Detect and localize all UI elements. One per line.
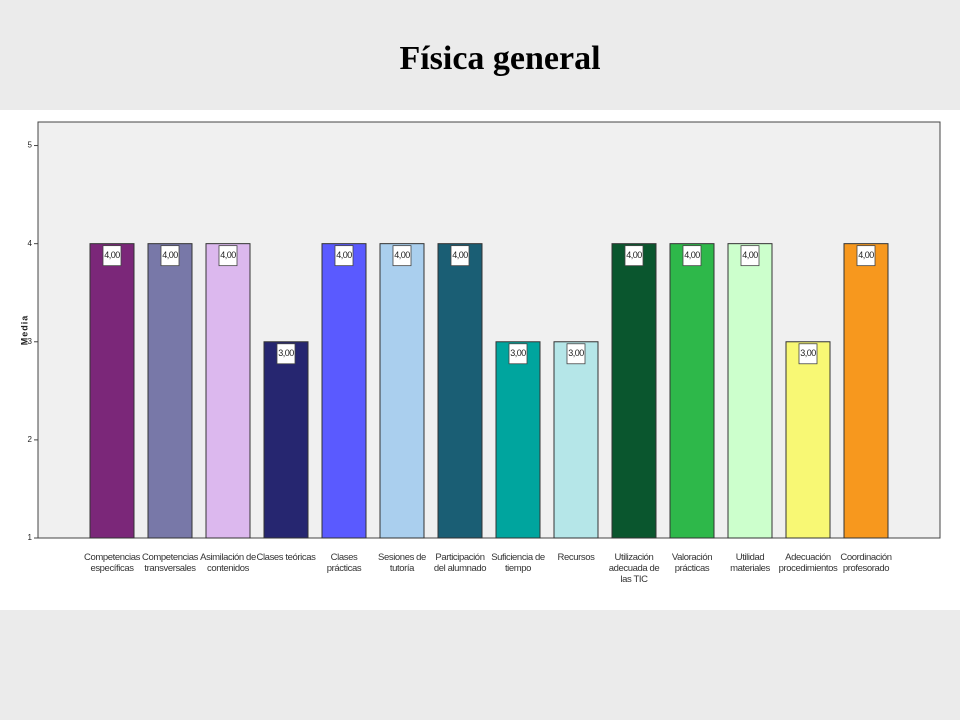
value-label: 4,00 <box>452 250 468 260</box>
bar <box>263 341 309 539</box>
bar <box>611 243 657 539</box>
x-tick-label: Participación del alumnado <box>433 552 487 574</box>
bar <box>89 243 135 539</box>
value-label-box <box>798 343 818 365</box>
y-tick-label: 3 <box>28 337 33 346</box>
y-tick-label: 5 <box>28 141 33 150</box>
x-tick-label: Suficiencia de tiempo <box>491 552 545 574</box>
value-label-box <box>334 245 354 267</box>
x-tick-label: Sesiones de tutoría <box>378 552 426 574</box>
x-tick-label: Coordinación profesorado <box>840 552 892 574</box>
value-label: 4,00 <box>220 250 236 260</box>
bar <box>147 243 193 539</box>
value-label: 4,00 <box>626 250 642 260</box>
value-label-box <box>450 245 470 267</box>
value-label-box <box>682 245 702 267</box>
value-label: 3,00 <box>800 348 816 358</box>
x-tick-label: Clases teóricas <box>256 552 316 563</box>
bar <box>379 243 425 539</box>
value-label: 4,00 <box>858 250 874 260</box>
y-tick-label: 1 <box>28 533 33 542</box>
value-label-box <box>740 245 760 267</box>
x-tick-label: Clases prácticas <box>326 552 362 574</box>
value-label-box <box>218 245 238 267</box>
x-tick-label: Asimilación de contenidos <box>200 552 256 574</box>
x-tick-label: Competencias específicas <box>84 552 140 574</box>
bar <box>669 243 715 539</box>
y-tick-label: 2 <box>28 435 33 444</box>
bar <box>843 243 889 539</box>
bar <box>727 243 773 539</box>
bar <box>553 341 599 539</box>
x-tick-label: Recursos <box>557 552 595 563</box>
bar <box>437 243 483 539</box>
bar <box>205 243 251 539</box>
x-tick-label: Valoración prácticas <box>671 552 713 574</box>
value-label-box <box>392 245 412 267</box>
bar <box>321 243 367 539</box>
value-label: 4,00 <box>394 250 410 260</box>
chart-title: Física general <box>399 40 601 77</box>
y-tick-label: 4 <box>28 239 33 248</box>
value-label-box <box>102 245 122 267</box>
value-label: 3,00 <box>568 348 584 358</box>
value-label-box <box>160 245 180 267</box>
value-label-box <box>566 343 586 365</box>
value-label: 4,00 <box>104 250 120 260</box>
value-label: 3,00 <box>278 348 294 358</box>
x-tick-label: Adecuación procedimientos <box>778 552 838 574</box>
y-axis-label: Media <box>19 315 29 346</box>
bar <box>785 341 831 539</box>
value-label-box <box>624 245 644 267</box>
value-label: 3,00 <box>510 348 526 358</box>
value-label: 4,00 <box>162 250 178 260</box>
bar <box>495 341 541 539</box>
x-tick-label: Utilidad materiales <box>730 552 770 574</box>
value-label: 4,00 <box>336 250 352 260</box>
value-label-box <box>856 245 876 267</box>
value-label-box <box>276 343 296 365</box>
x-tick-label: Competencias transversales <box>142 552 198 574</box>
x-tick-label: Utilización adecuada de las TIC <box>608 552 660 585</box>
value-label-box <box>508 343 528 365</box>
value-label: 4,00 <box>684 250 700 260</box>
value-label: 4,00 <box>742 250 758 260</box>
